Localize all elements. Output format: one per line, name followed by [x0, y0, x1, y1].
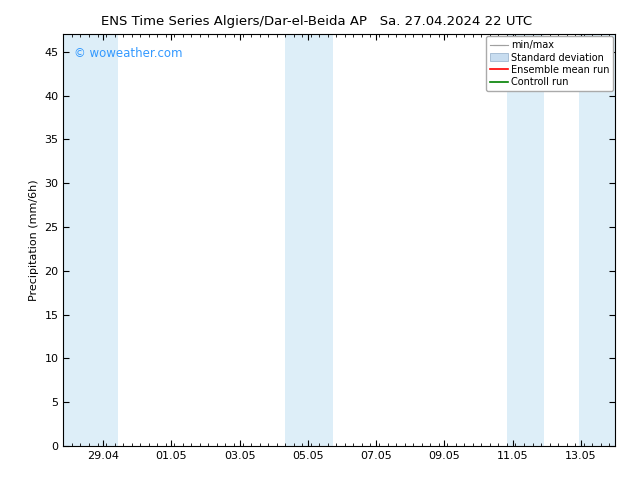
Text: © woweather.com: © woweather.com: [74, 47, 183, 60]
Legend: min/max, Standard deviation, Ensemble mean run, Controll run: min/max, Standard deviation, Ensemble me…: [486, 36, 613, 91]
Bar: [579, 34, 615, 446]
Bar: [507, 34, 545, 446]
Bar: [63, 34, 118, 446]
Bar: [285, 34, 333, 446]
Y-axis label: Precipitation (mm/6h): Precipitation (mm/6h): [29, 179, 39, 301]
Text: ENS Time Series Algiers/Dar-el-Beida AP   Sa. 27.04.2024 22 UTC: ENS Time Series Algiers/Dar-el-Beida AP …: [101, 15, 533, 28]
